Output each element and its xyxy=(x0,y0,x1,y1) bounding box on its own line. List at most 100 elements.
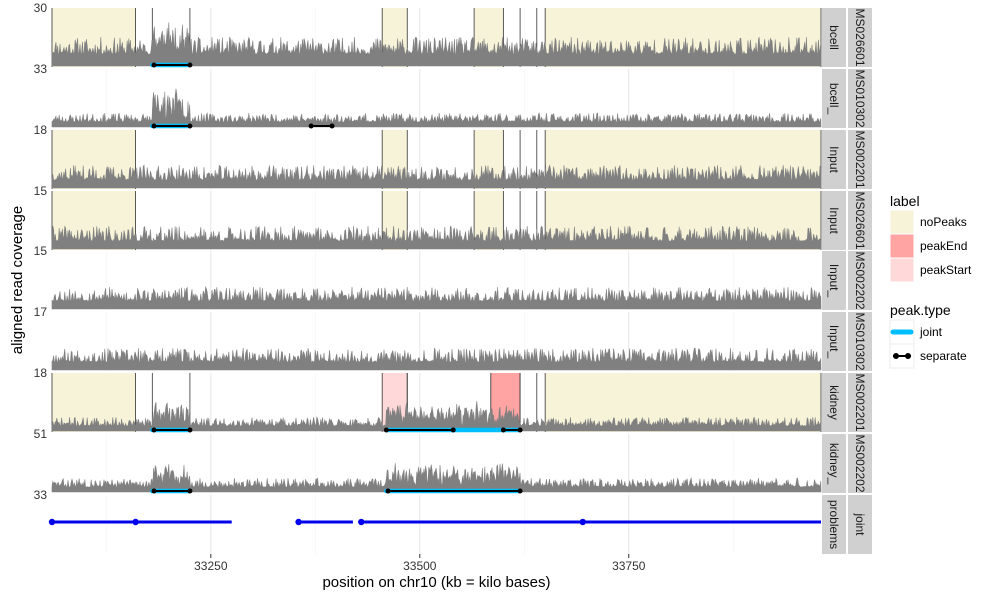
coverage-series-4 xyxy=(51,225,822,250)
legend-key-peakStart xyxy=(889,257,915,283)
peak-separate-end xyxy=(329,123,335,129)
facet-strip-sample-4 xyxy=(848,191,872,250)
problem-segments xyxy=(48,518,821,526)
peak-separate-start xyxy=(151,123,157,129)
legend-key-separate-dot xyxy=(893,353,899,359)
legend-item-peakEnd: peakEnd xyxy=(920,239,967,253)
peak-separate-end xyxy=(517,427,523,433)
peak-separate-end xyxy=(187,123,193,129)
y-tick-label-7: 18 xyxy=(34,366,48,380)
facet-label-6: Input_ xyxy=(827,325,841,359)
coverage-series-5 xyxy=(51,285,822,310)
peak-group-2 xyxy=(150,123,335,129)
peak-separate-start xyxy=(151,62,157,68)
facet-label-4: Input xyxy=(827,207,841,234)
peak-separate-end xyxy=(187,427,193,433)
facet-label-2: bcell_ xyxy=(827,83,841,115)
facet-strip-sample-8 xyxy=(848,434,872,493)
problem-point xyxy=(132,518,139,526)
legend-item-joint: joint xyxy=(919,325,943,339)
legend-item-noPeaks: noPeaks xyxy=(920,215,967,229)
facet-label-8: kidney_ xyxy=(827,443,841,485)
y-tick-label-9: 33 xyxy=(34,488,48,502)
facet-sample-label-5: MS002202 xyxy=(853,251,867,309)
facet-sample-label-1: MS026601 xyxy=(853,8,867,66)
facet-label-1: bcell xyxy=(827,25,841,50)
facet-strip-9 xyxy=(822,495,846,554)
coverage-series-1 xyxy=(51,22,822,67)
facet-strip-4 xyxy=(822,191,846,250)
peak-separate-start xyxy=(151,488,157,494)
y-tick-label-1: 30 xyxy=(34,1,48,15)
facet-strip-sample-7 xyxy=(848,373,872,432)
y-axis-title: aligned read coverage xyxy=(9,206,26,354)
facet-strip-sample-3 xyxy=(848,130,872,189)
coverage-series-7 xyxy=(51,401,822,432)
coverage-series-2 xyxy=(51,88,822,128)
legend-item-separate: separate xyxy=(920,349,967,363)
peak-separate-end xyxy=(517,488,523,494)
peak-separate-start xyxy=(385,488,391,494)
peak-separate-end xyxy=(187,62,193,68)
x-tick-label: 33750 xyxy=(612,559,646,573)
problem-point xyxy=(358,518,365,526)
peak-separate-start xyxy=(500,427,506,433)
facet-strip-sample-5 xyxy=(848,251,872,310)
facet-strip-5 xyxy=(822,251,846,310)
facet-sample-label-9: joint xyxy=(853,512,867,536)
y-tick-label-2: 33 xyxy=(34,62,48,76)
peak-separate-start xyxy=(308,123,314,129)
facet-strip-sample-2 xyxy=(848,69,872,128)
legend-key-noPeaks xyxy=(889,209,915,235)
x-tick-label: 33250 xyxy=(194,559,228,573)
facet-sample-label-2: MS010302 xyxy=(853,69,867,127)
facet-sample-label-3: MS002201 xyxy=(853,130,867,188)
x-tick-label: 33500 xyxy=(403,559,437,573)
facet-strip-sample-9 xyxy=(848,495,872,554)
y-tick-label-3: 18 xyxy=(34,123,48,137)
coverage-series-8 xyxy=(51,463,822,493)
facet-strip-sample-6 xyxy=(848,312,872,371)
facet-sample-label-6: MS010302 xyxy=(853,312,867,370)
panel-grid-9 xyxy=(106,495,734,554)
legend-key-peakEnd xyxy=(889,233,915,259)
y-tick-label-4: 15 xyxy=(34,184,48,198)
y-tick-label-5: 15 xyxy=(34,244,48,258)
facet-sample-label-4: MS026601 xyxy=(853,191,867,249)
facet-sample-label-8: MS002202 xyxy=(853,434,867,492)
x-axis-title: position on chr10 (kb = kilo bases) xyxy=(322,574,550,591)
peak-separate-start xyxy=(383,427,389,433)
y-tick-label-8: 51 xyxy=(34,427,48,441)
peak-group-7 xyxy=(150,427,523,433)
legend-title-peak-type: peak.type xyxy=(890,302,951,318)
coverage-series-3 xyxy=(51,164,822,189)
problem-point xyxy=(579,518,586,526)
legend-key-separate-dot xyxy=(905,353,911,359)
panel-background-9 xyxy=(52,495,821,554)
facet-strip-3 xyxy=(822,130,846,189)
facet-strip-2 xyxy=(822,69,846,128)
facet-label-5: Input_ xyxy=(827,264,841,298)
legend-item-peakStart: peakStart xyxy=(920,263,972,277)
problem-point xyxy=(48,518,56,526)
facet-label-7: kidney xyxy=(827,385,841,420)
legend-title-label: label xyxy=(890,193,920,209)
facet-strip-6 xyxy=(822,312,846,371)
facet-strip-8 xyxy=(822,434,846,493)
y-tick-label-6: 17 xyxy=(34,305,48,319)
peak-separate-end xyxy=(187,488,193,494)
facet-strip-sample-1 xyxy=(848,8,872,67)
peak-separate-start xyxy=(151,427,157,433)
facet-label-3: Input xyxy=(827,146,841,173)
coverage-series-6 xyxy=(51,347,822,371)
problem-point xyxy=(295,518,302,526)
facet-strip-1 xyxy=(822,8,846,67)
peak-separate-end xyxy=(450,427,456,433)
peak-group-8 xyxy=(150,488,523,494)
facet-label-9: problems xyxy=(827,500,841,549)
facet-strip-7 xyxy=(822,373,846,432)
peak-group-1 xyxy=(150,62,193,68)
facet-sample-label-7: MS002201 xyxy=(853,373,867,431)
